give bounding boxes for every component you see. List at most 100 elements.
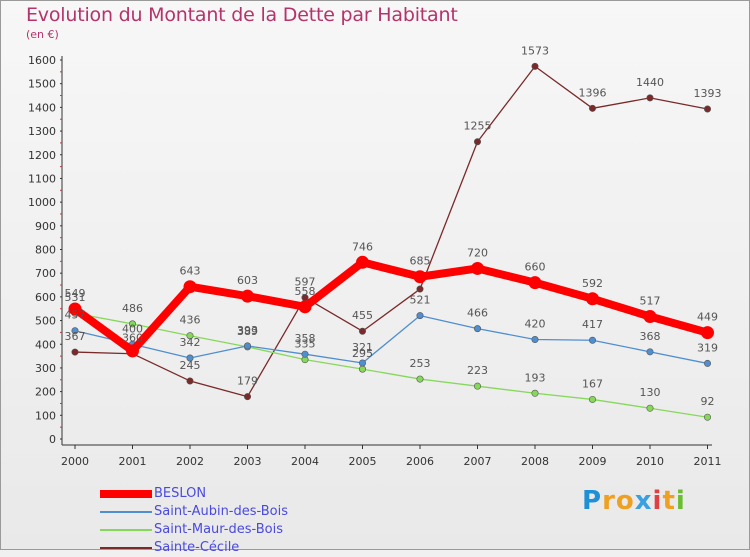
x-tick-label: 2001 (119, 455, 147, 468)
y-tick-label: 700 (35, 267, 56, 280)
data-point (531, 336, 539, 344)
data-label: 342 (180, 336, 201, 349)
data-label: 720 (467, 246, 488, 259)
chart-subtitle: (en €) (26, 28, 59, 41)
data-point (301, 350, 309, 358)
data-label: 1255 (464, 120, 492, 133)
y-tick-label: 300 (35, 362, 56, 375)
data-point (186, 354, 194, 362)
data-point (358, 327, 366, 335)
data-label: 531 (65, 291, 86, 304)
proxiti-logo: Proxiti (582, 486, 686, 516)
data-point (416, 285, 424, 293)
chart-title: Evolution du Montant de la Dette par Hab… (26, 4, 458, 26)
y-tick-label: 1600 (28, 54, 56, 67)
y-tick-label: 0 (49, 433, 56, 446)
data-point (244, 342, 252, 350)
data-label: 685 (410, 255, 431, 268)
series-line-saint-aubin-des-bois (74, 314, 709, 365)
data-point (356, 255, 369, 269)
data-point (471, 261, 484, 275)
data-point (473, 382, 481, 390)
x-tick-label: 2004 (291, 455, 319, 468)
data-label: 223 (467, 364, 488, 377)
data-label: 466 (467, 307, 488, 320)
data-point (68, 302, 82, 316)
series-line-beslon (71, 258, 712, 355)
data-point (71, 348, 79, 356)
y-tick-label: 400 (35, 338, 56, 351)
x-tick-label: 2006 (406, 455, 434, 468)
data-label: 360 (122, 332, 143, 345)
logo-letter: t (662, 486, 676, 516)
data-label: 457 (65, 309, 86, 322)
data-point (528, 276, 542, 290)
x-tick-label: 2007 (464, 455, 492, 468)
data-point (186, 332, 194, 340)
data-label: 295 (352, 347, 373, 360)
data-label: 400 (122, 322, 143, 335)
data-label: 179 (237, 375, 258, 388)
data-point (358, 365, 366, 373)
data-point (703, 413, 711, 421)
logo-letter: i (675, 486, 686, 516)
y-tick-label: 1400 (28, 101, 56, 114)
y-tick-label: 100 (35, 409, 56, 422)
data-label: 319 (697, 341, 718, 354)
data-point (298, 300, 312, 314)
legend-label: BESLON (154, 486, 207, 501)
y-tick-label: 200 (35, 386, 56, 399)
data-point (531, 389, 539, 397)
legend-label: Sainte-Cécile (154, 540, 240, 555)
y-tick-label: 1300 (28, 125, 56, 138)
y-tick-label: 900 (35, 220, 56, 233)
data-label: 1393 (694, 87, 722, 100)
data-label: 1396 (579, 86, 607, 99)
data-point (413, 270, 427, 284)
data-label: 603 (237, 274, 258, 287)
y-tick-label: 1100 (28, 172, 56, 185)
data-label: 321 (352, 341, 373, 354)
data-label: 368 (640, 330, 661, 343)
data-label: 193 (525, 371, 546, 384)
data-point (703, 105, 711, 113)
data-point (358, 359, 366, 367)
x-tick-label: 2002 (176, 455, 204, 468)
data-label: 436 (180, 314, 201, 327)
data-label: 358 (295, 332, 316, 345)
data-point (588, 336, 596, 344)
data-point (703, 359, 711, 367)
data-label: 367 (65, 330, 86, 343)
data-point (416, 312, 424, 320)
legend-item: Saint-Maur-des-Bois (100, 521, 288, 539)
x-tick-label: 2011 (694, 455, 722, 468)
data-label: 521 (410, 294, 431, 307)
data-point (646, 404, 654, 412)
data-label: 167 (582, 377, 603, 390)
data-point (588, 395, 596, 403)
logo-letter: x (634, 486, 653, 516)
data-label: 253 (410, 357, 431, 370)
data-label: 660 (525, 261, 546, 274)
data-label: 449 (697, 311, 718, 324)
data-label: 92 (701, 395, 715, 408)
x-tick-label: 2000 (61, 455, 89, 468)
data-label: 517 (640, 295, 661, 308)
legend-item: Sainte-Cécile (100, 539, 288, 557)
data-label: 592 (582, 277, 603, 290)
legend-label: Saint-Maur-des-Bois (154, 522, 283, 537)
data-point (588, 104, 596, 112)
data-point (643, 310, 657, 324)
chart-legend: BESLON Saint-Aubin-des-Bois Saint-Maur-des… (100, 485, 288, 557)
data-label: 746 (352, 240, 373, 253)
x-tick-label: 2008 (521, 455, 549, 468)
data-point (71, 327, 79, 335)
data-point (183, 280, 197, 294)
data-label: 420 (525, 318, 546, 331)
data-point (646, 94, 654, 102)
legend-swatch (100, 511, 152, 513)
data-point (473, 138, 481, 146)
legend-swatch (100, 490, 152, 498)
y-tick-label: 500 (35, 315, 56, 328)
